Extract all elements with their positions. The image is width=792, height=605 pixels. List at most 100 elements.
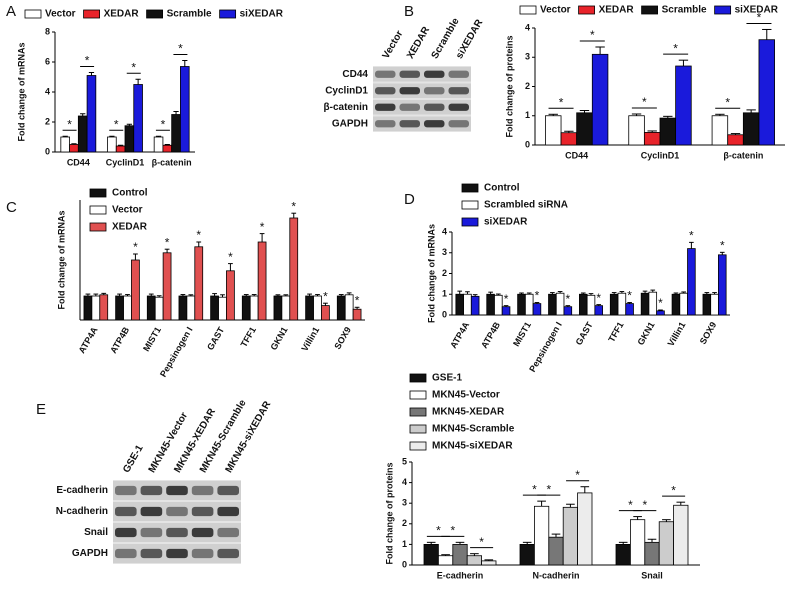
y-tick-label: 4 (402, 477, 407, 487)
bar (281, 295, 291, 321)
bar (83, 295, 93, 321)
bar (563, 306, 573, 316)
legend-label: MKN45-XEDAR (432, 407, 505, 418)
legend-swatch (461, 217, 479, 227)
y-tick-label: 2 (402, 518, 407, 528)
bar (154, 296, 164, 321)
bar (625, 303, 634, 316)
significance-label: * (85, 54, 90, 68)
bar (640, 292, 650, 316)
bar (423, 544, 439, 566)
band (375, 87, 396, 95)
bar (115, 145, 126, 153)
significance-label: * (590, 28, 595, 42)
bar (656, 310, 665, 316)
row-label: GAPDH (72, 548, 108, 559)
bar (437, 555, 454, 566)
legend-swatch (641, 5, 658, 15)
significance-label: * (658, 296, 663, 310)
significance-label: * (671, 483, 676, 497)
x-tick-label: ATP4A (448, 320, 471, 350)
bar (218, 296, 227, 321)
bar (455, 293, 464, 316)
bar (628, 115, 645, 146)
bar (630, 519, 646, 566)
legend-swatch (578, 5, 595, 15)
bar (226, 270, 235, 321)
band (115, 527, 137, 538)
band (140, 548, 163, 559)
bar (321, 305, 330, 321)
legend-swatch (409, 441, 427, 451)
significance-label: * (757, 11, 762, 25)
significance-label: * (532, 482, 537, 496)
bar (659, 117, 677, 146)
significance-label: * (323, 289, 328, 303)
significance-label: * (689, 229, 694, 243)
significance-label: * (673, 41, 678, 55)
x-tick-label: SOX9 (332, 325, 353, 351)
row-label: CD44 (342, 69, 368, 80)
row-label: β-catenin (324, 102, 368, 113)
y-tick-label: 1 (442, 289, 447, 299)
x-tick-label: β-catenin (152, 157, 192, 167)
band (424, 120, 445, 128)
band (375, 70, 396, 78)
x-tick-label: Pepsinogen I (158, 325, 195, 379)
panel-label: E (36, 401, 46, 418)
band (448, 120, 469, 128)
bar (702, 293, 712, 316)
significance-label: * (165, 235, 170, 249)
band (399, 120, 420, 128)
y-tick-label: 2 (525, 81, 530, 91)
bar (501, 306, 511, 316)
bar (115, 295, 124, 321)
bar (210, 295, 219, 321)
legend-label: XEDAR (599, 5, 635, 16)
band (448, 70, 469, 78)
bar (186, 295, 196, 321)
band (217, 506, 239, 517)
bar (687, 248, 696, 316)
band (448, 87, 469, 95)
panel-label: A (6, 3, 16, 20)
legend-label: GSE-1 (432, 373, 462, 384)
bar (644, 541, 660, 566)
band (191, 548, 214, 559)
significance-label: * (228, 250, 233, 264)
band (399, 70, 420, 78)
bar (576, 112, 593, 146)
blot-strip (373, 116, 471, 131)
x-tick-label: CD44 (67, 157, 90, 167)
bar (194, 246, 204, 321)
band (115, 548, 137, 559)
bar (555, 292, 565, 316)
band (399, 87, 420, 95)
y-tick-label: 0 (402, 559, 407, 569)
row-label: CyclinD1 (325, 85, 368, 96)
significance-label: * (504, 292, 509, 306)
x-tick-label: CyclinD1 (641, 150, 680, 160)
x-tick-label: CD44 (565, 150, 588, 160)
significance-label: * (161, 117, 166, 131)
band (115, 485, 137, 496)
y-tick-label: 0 (442, 309, 447, 319)
legend-swatch (89, 188, 107, 198)
bar (466, 555, 483, 566)
band (424, 70, 445, 78)
band (375, 103, 396, 111)
band (448, 103, 469, 111)
legend-label: Vector (540, 5, 571, 16)
bar (673, 504, 689, 566)
band (115, 506, 137, 517)
significance-label: * (642, 498, 647, 512)
x-tick-label: GKN1 (635, 320, 656, 347)
legend-swatch (409, 424, 427, 434)
y-tick-label: 0 (525, 139, 530, 149)
significance-label: * (559, 95, 564, 109)
legend-swatch (409, 373, 427, 383)
x-tick-label: SOX9 (698, 320, 719, 346)
y-tick-label: 3 (525, 52, 530, 62)
band (424, 103, 445, 111)
